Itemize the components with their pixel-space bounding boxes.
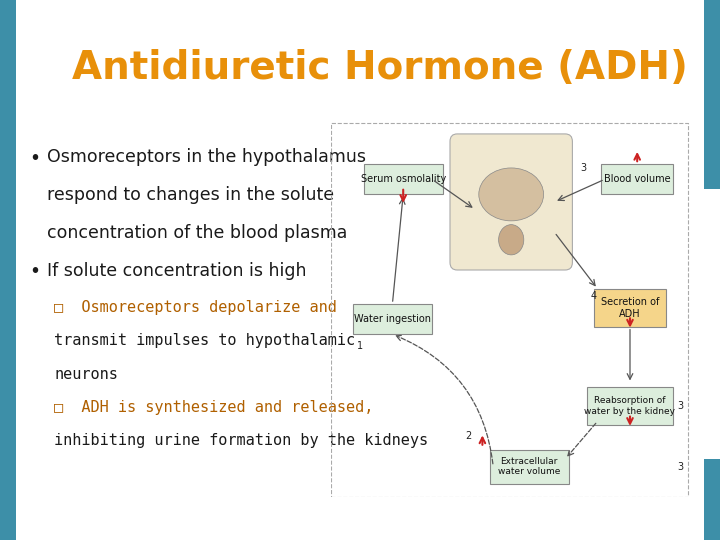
Text: Secretion of
ADH: Secretion of ADH xyxy=(600,297,660,319)
Text: 2: 2 xyxy=(465,431,471,441)
Bar xyxy=(704,459,720,540)
Text: 3: 3 xyxy=(678,462,683,471)
Text: Blood volume: Blood volume xyxy=(604,174,670,184)
Text: Serum osmolality: Serum osmolality xyxy=(361,174,446,184)
Ellipse shape xyxy=(479,168,544,221)
Bar xyxy=(594,289,666,327)
Bar xyxy=(364,164,443,194)
Text: •: • xyxy=(29,262,40,281)
Text: □  Osmoreceptors depolarize and: □ Osmoreceptors depolarize and xyxy=(54,300,337,315)
Ellipse shape xyxy=(498,225,523,255)
Bar xyxy=(587,387,673,425)
Text: If solute concentration is high: If solute concentration is high xyxy=(47,262,306,280)
Text: inhibiting urine formation by the kidneys: inhibiting urine formation by the kidney… xyxy=(54,433,428,448)
Text: Extracellular
water volume: Extracellular water volume xyxy=(498,457,560,476)
Text: respond to changes in the solute: respond to changes in the solute xyxy=(47,186,334,204)
Text: Osmoreceptors in the hypothalamus: Osmoreceptors in the hypothalamus xyxy=(47,148,366,166)
Text: •: • xyxy=(29,148,40,167)
Text: 3: 3 xyxy=(580,163,586,173)
FancyBboxPatch shape xyxy=(450,134,572,270)
Text: concentration of the blood plasma: concentration of the blood plasma xyxy=(47,224,347,242)
Bar xyxy=(0,0,16,540)
Text: 3: 3 xyxy=(678,401,683,411)
Text: 4: 4 xyxy=(591,292,597,301)
Text: Water ingestion: Water ingestion xyxy=(354,314,431,324)
Bar xyxy=(353,304,432,334)
Text: Reabsorption of
water by the kidney: Reabsorption of water by the kidney xyxy=(585,396,675,416)
Text: 1: 1 xyxy=(357,341,363,350)
Text: □  ADH is synthesized and released,: □ ADH is synthesized and released, xyxy=(54,400,374,415)
Bar xyxy=(601,164,673,194)
Text: Antidiuretic Hormone (ADH): Antidiuretic Hormone (ADH) xyxy=(72,49,688,86)
Text: transmit impulses to hypothalamic: transmit impulses to hypothalamic xyxy=(54,333,355,348)
Bar xyxy=(704,0,720,189)
Bar xyxy=(490,449,569,484)
Text: neurons: neurons xyxy=(54,367,118,382)
